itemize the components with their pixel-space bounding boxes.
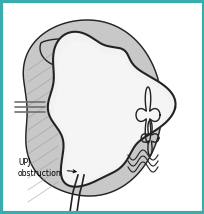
Polygon shape [40,39,95,68]
Polygon shape [55,52,80,68]
Polygon shape [54,41,168,181]
Text: UPJ
obstruction: UPJ obstruction [18,158,76,178]
Polygon shape [23,20,161,196]
Polygon shape [48,32,175,187]
